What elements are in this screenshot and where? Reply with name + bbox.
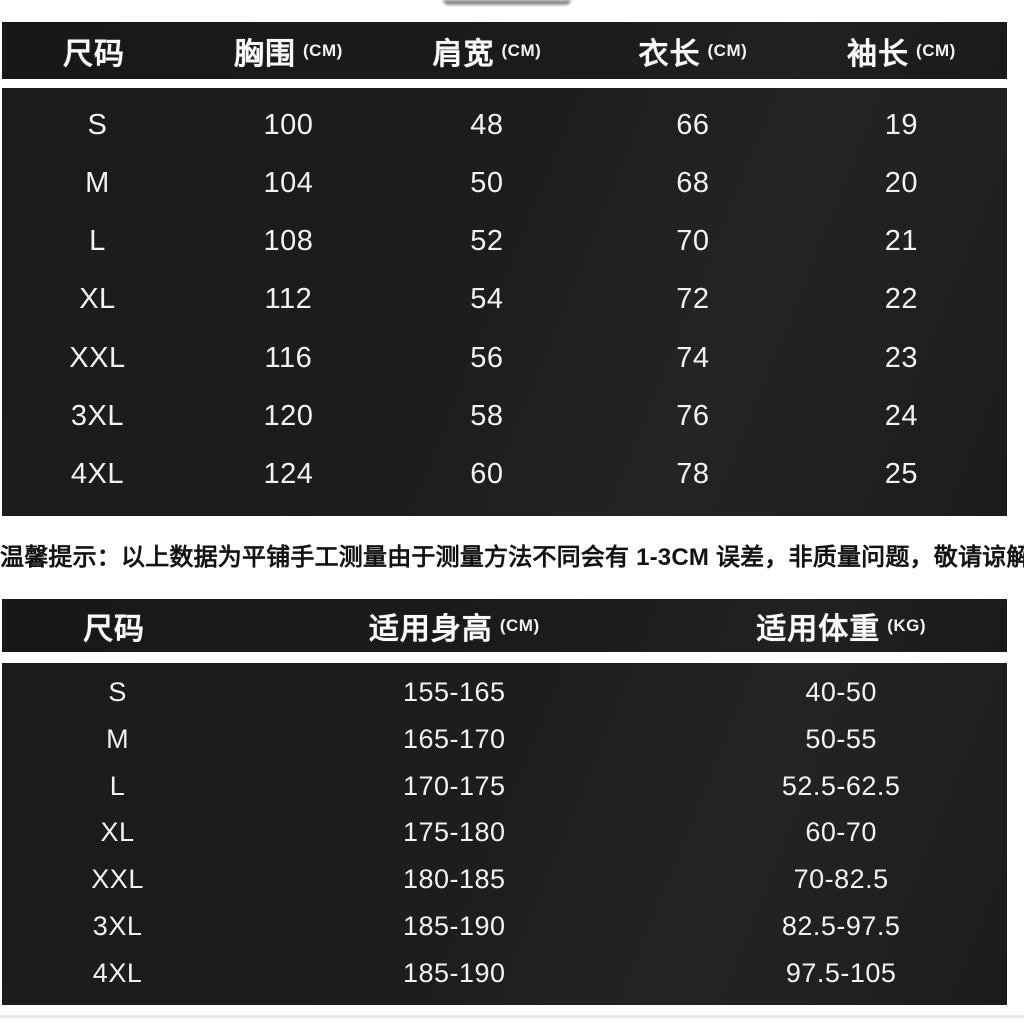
fit-table-body: S 155-165 40-50 M 165-170 50-55 L 170-17… xyxy=(2,663,1007,1005)
measurement-disclaimer: 温馨提示：以上数据为平铺手工测量由于测量方法不同会有 1-3CM 误差，非质量问… xyxy=(0,544,1024,571)
weight-range: 52.5-62.5 xyxy=(781,770,901,801)
size-label: XL xyxy=(79,283,116,316)
size-label: XXL xyxy=(91,864,144,895)
height-range: 175-180 xyxy=(402,817,506,848)
shoulder-value: 50 xyxy=(470,166,504,199)
size-label: XL xyxy=(100,817,135,848)
fit-table-header: 尺码 适用身高 (CM) 适用体重 (KG) xyxy=(2,599,1007,652)
column-header-unit: (KG) xyxy=(887,615,927,635)
length-value: 78 xyxy=(676,458,710,491)
sleeve-value: 20 xyxy=(884,166,919,199)
weight-range: 97.5-105 xyxy=(785,958,897,989)
column-header-chest: 胸围 (CM) xyxy=(193,22,384,79)
column-header-length: 衣长 (CM) xyxy=(590,22,796,79)
length-value: 74 xyxy=(676,341,710,374)
size-label: M xyxy=(85,166,110,199)
measurement-table-header: 尺码 胸围 (CM) 肩宽 (CM) 衣长 (CM) 袖长 (CM) xyxy=(2,22,1007,79)
height-range: 185-190 xyxy=(402,911,506,942)
height-range: 185-190 xyxy=(402,958,506,989)
cropped-artifact-top xyxy=(443,0,571,5)
size-label: S xyxy=(87,108,108,141)
sleeve-value: 25 xyxy=(884,458,919,491)
column-header-label: 尺码 xyxy=(83,612,146,646)
shoulder-value: 56 xyxy=(470,341,504,374)
size-label: 3XL xyxy=(92,911,143,942)
column-header-unit: (CM) xyxy=(499,615,540,635)
column-header-unit: (CM) xyxy=(916,40,956,60)
column-header-label: 袖长 xyxy=(847,37,910,71)
weight-range: 40-50 xyxy=(805,676,877,707)
size-label: L xyxy=(109,770,126,801)
size-label: 3XL xyxy=(70,400,125,433)
shoulder-value: 58 xyxy=(470,400,504,433)
length-value: 68 xyxy=(676,166,710,199)
column-header-shoulder: 肩宽 (CM) xyxy=(384,22,590,79)
size-label: 4XL xyxy=(92,958,143,989)
length-value: 76 xyxy=(676,400,710,433)
height-range: 155-165 xyxy=(402,676,506,707)
length-value: 66 xyxy=(676,108,710,141)
height-range: 180-185 xyxy=(402,864,506,895)
column-header-sleeve: 袖长 (CM) xyxy=(796,22,1007,79)
chest-value: 124 xyxy=(263,458,314,491)
column-header-height: 适用身高 (CM) xyxy=(233,599,675,652)
column-header-label: 胸围 xyxy=(234,37,297,71)
column-header-label: 衣长 xyxy=(638,37,701,71)
column-header-label: 适用身高 xyxy=(368,612,493,646)
column-header-label: 肩宽 xyxy=(432,37,495,71)
shoulder-value: 52 xyxy=(470,225,504,258)
chest-value: 120 xyxy=(263,400,314,433)
column-header-label: 尺码 xyxy=(62,37,125,71)
column-header-size: 尺码 xyxy=(2,22,193,79)
shoulder-value: 60 xyxy=(470,458,504,491)
weight-range: 70-82.5 xyxy=(793,864,889,895)
chest-value: 100 xyxy=(263,108,314,141)
column-header-weight: 适用体重 (KG) xyxy=(675,599,1007,652)
column-header-unit: (CM) xyxy=(501,40,542,60)
measurement-table-body: S 100 48 66 19 M 104 50 68 20 L 108 52 7… xyxy=(2,88,1007,516)
sleeve-value: 24 xyxy=(884,400,919,433)
chest-value: 104 xyxy=(263,166,314,199)
size-label: S xyxy=(108,676,127,707)
shoulder-value: 48 xyxy=(470,108,504,141)
height-range: 170-175 xyxy=(402,770,506,801)
column-header-label: 适用体重 xyxy=(756,612,881,646)
sleeve-value: 22 xyxy=(884,283,919,316)
chest-value: 116 xyxy=(264,341,313,374)
faint-divider-line xyxy=(0,1015,1024,1018)
chest-value: 108 xyxy=(263,225,314,258)
length-value: 72 xyxy=(676,283,710,316)
sleeve-value: 23 xyxy=(884,341,919,374)
chest-value: 112 xyxy=(264,283,313,316)
size-label: M xyxy=(106,723,130,754)
sleeve-value: 19 xyxy=(884,108,919,141)
sleeve-value: 21 xyxy=(884,225,919,258)
column-header-unit: (CM) xyxy=(707,40,748,60)
weight-range: 82.5-97.5 xyxy=(781,911,901,942)
column-header-unit: (CM) xyxy=(303,40,343,60)
column-header-size: 尺码 xyxy=(2,599,233,652)
shoulder-value: 54 xyxy=(470,283,504,316)
size-label: L xyxy=(89,225,106,258)
size-label: XXL xyxy=(69,341,126,374)
weight-range: 60-70 xyxy=(805,817,877,848)
height-range: 165-170 xyxy=(402,723,506,754)
size-label: 4XL xyxy=(70,458,125,491)
length-value: 70 xyxy=(676,225,710,258)
weight-range: 50-55 xyxy=(805,723,877,754)
